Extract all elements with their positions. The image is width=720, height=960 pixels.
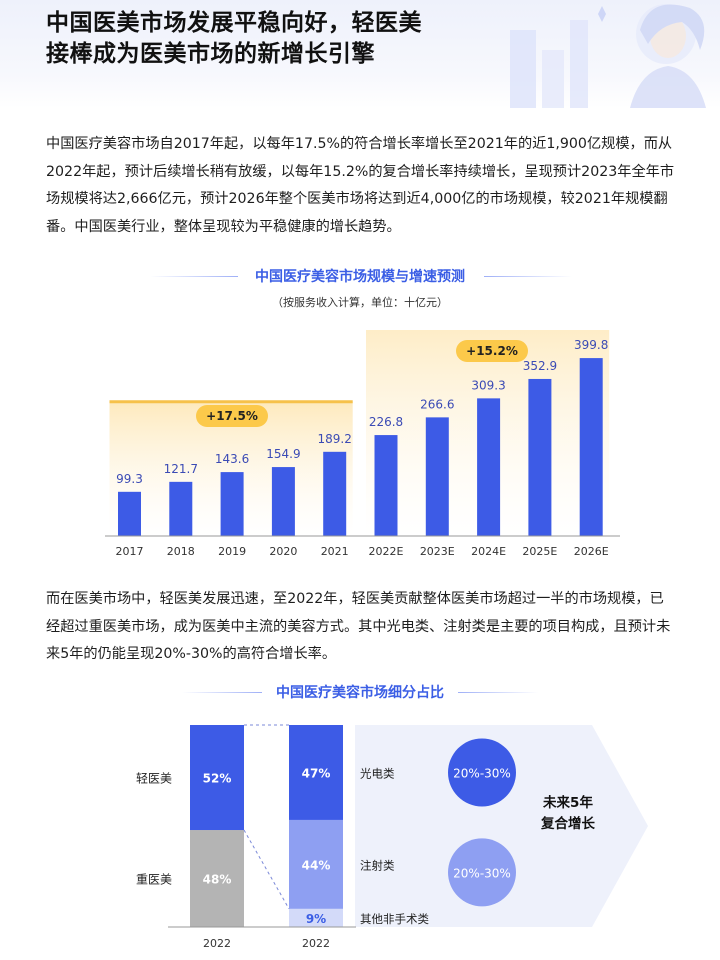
growth-rate-badge-2017-2021: +17.5%	[196, 405, 268, 427]
bar-2023E	[425, 417, 449, 536]
value-label-2021: 189.2	[318, 432, 352, 446]
value-label-2020: 154.9	[266, 447, 300, 461]
x-tick-2023E: 2023E	[420, 545, 455, 558]
bar-2025E	[528, 378, 552, 536]
segment-label-其他非手术类: 其他非手术类	[360, 912, 429, 926]
x-tick-bar1: 2022	[203, 937, 231, 950]
growth-circle-label-注射类: 20%-30%	[453, 866, 511, 880]
value-label-2018: 121.7	[164, 462, 198, 476]
bar-2026E	[579, 358, 603, 536]
title-divider-left	[150, 276, 238, 277]
segment-value-注射类: 44%	[302, 858, 331, 872]
segment-label-注射类: 注射类	[360, 858, 395, 872]
x-tick-2020: 2020	[269, 545, 297, 558]
connector-line	[243, 829, 290, 910]
segment-label-重医美: 重医美	[136, 873, 172, 887]
intro-paragraph: 中国医疗美容市场自2017年起，以每年17.5%的符合增长率增长至2021年的近…	[46, 136, 675, 235]
bar-2024E	[477, 398, 501, 536]
page-title: 中国医美市场发展平稳向好，轻医美 接棒成为医美市场的新增长引擎	[46, 8, 422, 70]
forecast-note-line2: 复合增长	[540, 815, 595, 832]
x-tick-2017: 2017	[116, 545, 144, 558]
segment-label-光电类: 光电类	[360, 766, 395, 780]
segment-value-其他非手术类: 9%	[306, 912, 326, 926]
value-label-2025E: 352.9	[523, 359, 557, 373]
segment-光电类	[289, 725, 343, 820]
title-divider-right	[484, 276, 572, 277]
value-label-2019: 143.6	[215, 452, 249, 466]
title-line-1: 中国医美市场发展平稳向好，轻医美	[46, 10, 422, 36]
chart2-header: 中国医疗美容市场细分占比	[0, 682, 720, 702]
chart1-header: 中国医疗美容市场规模与增速预测 （按服务收入计算，单位：十亿元）	[0, 266, 720, 310]
segment-share-chart: 48% 重医美 52% 轻医美 9% 其他非手术类 44% 注射类 47% 光电类 2022 2022…	[136, 724, 648, 950]
segment-label-轻医美: 轻医美	[136, 772, 172, 786]
growth-circle-光电类	[448, 738, 516, 807]
x-tick-2018: 2018	[167, 545, 195, 558]
x-tick-2025E: 2025E	[522, 545, 557, 558]
segment-paragraph: 而在医美市场中，轻医美发展迅速，至2022年，轻医美贡献整体医美市场超过一半的市…	[46, 591, 671, 662]
header-banner: 中国医美市场发展平稳向好，轻医美 接棒成为医美市场的新增长引擎	[0, 0, 720, 108]
growth-circle-注射类	[448, 838, 516, 907]
bar-2018	[169, 481, 193, 536]
x-tick-2026E: 2026E	[574, 545, 609, 558]
value-label-2026E: 399.8	[574, 338, 608, 352]
segment-其他非手术类	[289, 908, 343, 927]
title-divider-right	[458, 692, 538, 693]
segment-重医美	[190, 830, 244, 927]
bar-2019	[220, 472, 244, 536]
x-tick-2024E: 2024E	[471, 545, 506, 558]
chart1-title: 中国医疗美容市场规模与增速预测	[255, 269, 465, 285]
x-tick-2021: 2021	[321, 545, 349, 558]
bar-2017	[118, 491, 141, 536]
bar-2021	[323, 451, 347, 536]
segment-轻医美	[190, 725, 244, 831]
growth-arrow-bg	[355, 725, 648, 927]
illustration-icon	[510, 4, 706, 108]
market-size-bar-chart: 99.3 121.7 143.6 154.9 189.2 226.8 266.6 309.3 3…	[105, 330, 620, 558]
value-label-2024E: 309.3	[471, 378, 505, 392]
chart1-subtitle: （按服务收入计算，单位：十亿元）	[272, 296, 448, 309]
bar-2022E	[374, 435, 398, 536]
forecast-note-line1: 未来5年	[543, 794, 593, 811]
bar-2020	[271, 467, 295, 536]
title-line-2: 接棒成为医美市场的新增长引擎	[46, 41, 375, 67]
chart2-title: 中国医疗美容市场细分占比	[276, 685, 444, 701]
value-label-2022E: 226.8	[369, 415, 403, 429]
value-label-2017: 99.3	[116, 472, 143, 486]
title-divider-left	[182, 692, 262, 693]
segment-value-重医美: 48%	[203, 873, 232, 887]
x-tick-2019: 2019	[218, 545, 246, 558]
segment-value-轻医美: 52%	[203, 772, 232, 786]
growth-rate-badge-2022-2026: +15.2%	[456, 340, 528, 362]
growth-circle-label-光电类: 20%-30%	[453, 766, 511, 780]
x-tick-bar2: 2022	[302, 937, 330, 950]
segment-注射类	[289, 819, 343, 909]
value-label-2023E: 266.6	[420, 397, 454, 411]
x-tick-2022E: 2022E	[369, 545, 404, 558]
segment-value-光电类: 47%	[302, 766, 331, 780]
